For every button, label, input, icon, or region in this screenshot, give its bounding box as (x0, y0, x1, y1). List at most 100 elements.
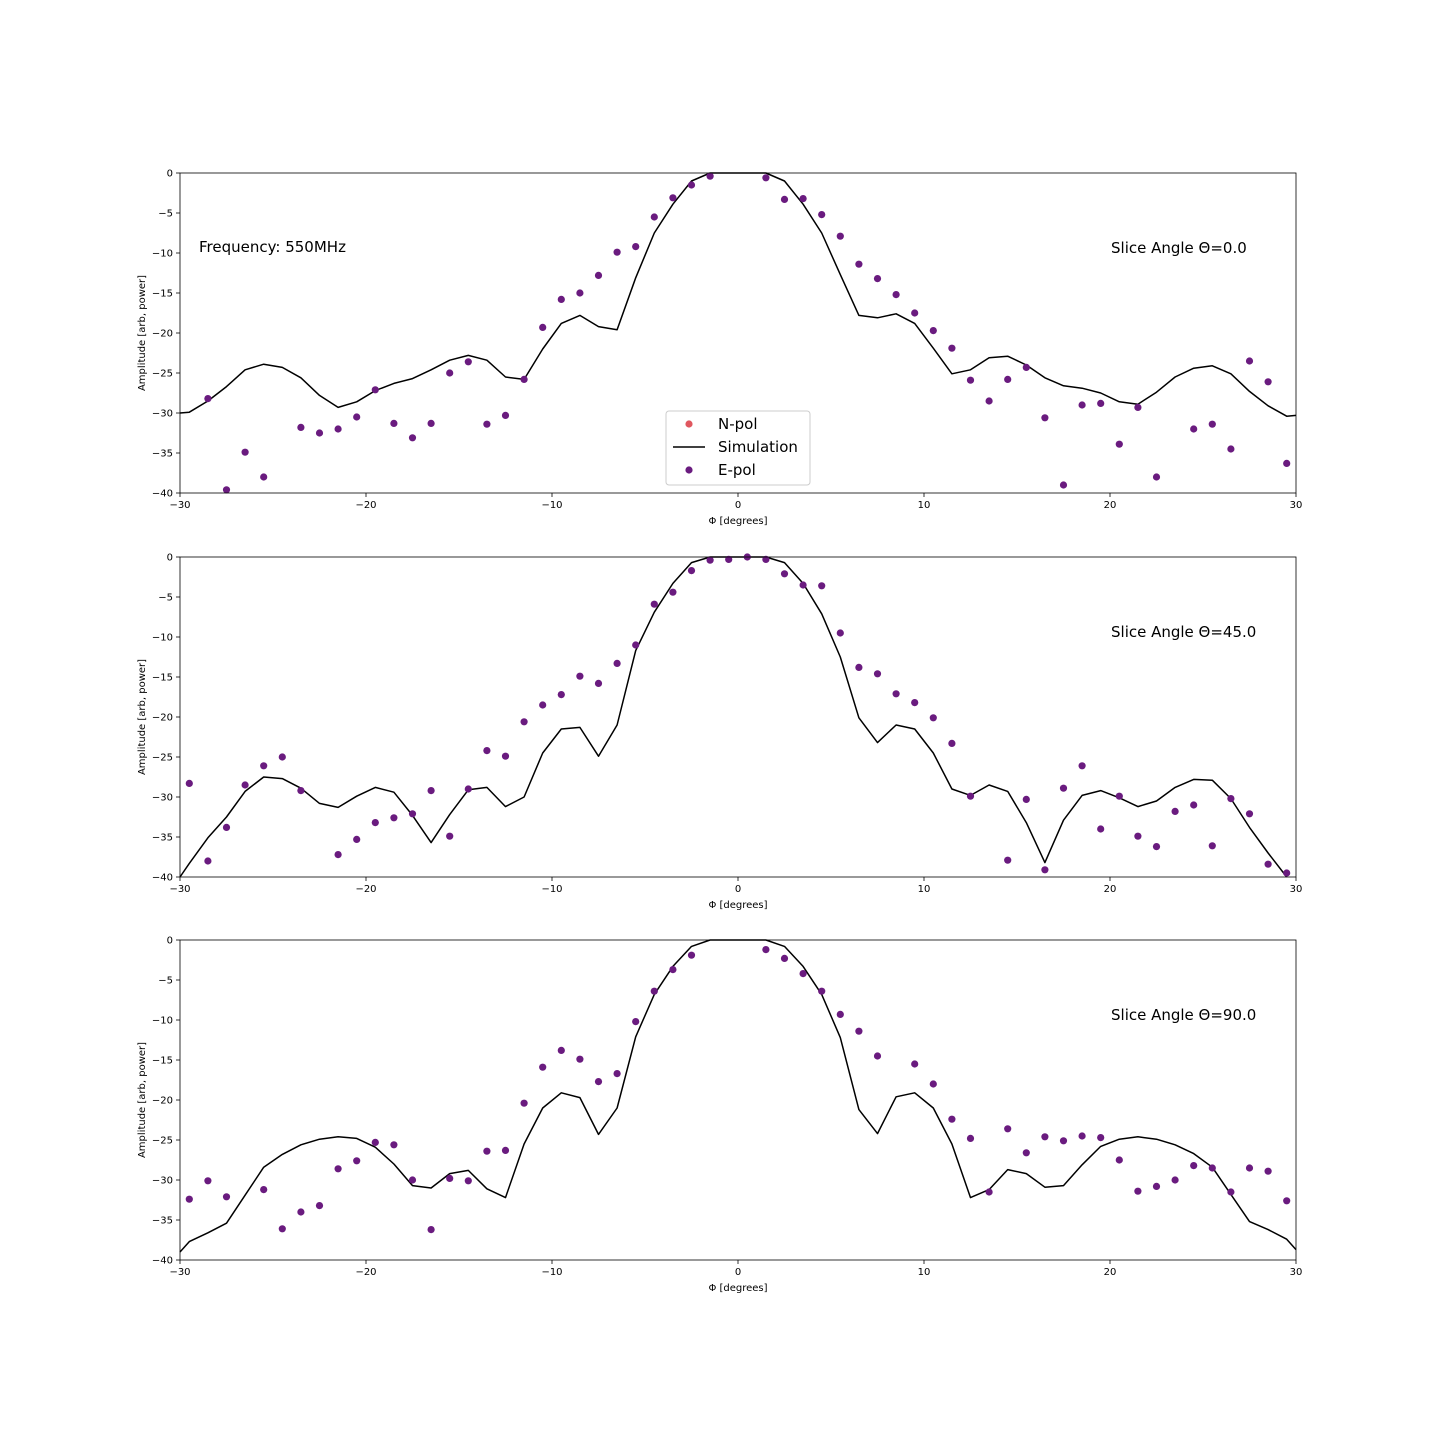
epol-point (557, 691, 565, 699)
epol-point (427, 419, 435, 427)
epol-point (334, 851, 342, 859)
epol-point (185, 1195, 193, 1203)
epol-point (706, 556, 714, 564)
legend-label: Simulation (718, 438, 798, 456)
epol-point (315, 1202, 324, 1210)
panels: −30 −20 −10 0 10 20 30 0 −5 −10 −15 −20 −25 −30 −35 −40… (137, 169, 1302, 1295)
y-tick-label: −35 (152, 1216, 173, 1227)
epol-point (222, 823, 231, 832)
y-tick-label: −35 (152, 449, 173, 460)
epol-point (1171, 1176, 1179, 1184)
frequency-annotation: Frequency: 550MHz (199, 238, 346, 256)
epol-point (204, 857, 212, 865)
legend-box (665, 410, 811, 486)
epol-point (297, 787, 305, 795)
chart-panel-2: −30 −20 −10 0 10 20 30 0 −5 −10 −15 −20 −25 −30 −35 −40… (137, 553, 1302, 912)
epol-point (1041, 1133, 1049, 1141)
x-tick-label: −20 (355, 500, 376, 511)
x-tick-label: −10 (541, 500, 562, 511)
epol-point (185, 779, 193, 788)
epol-point (687, 181, 696, 189)
epol-point (576, 289, 584, 297)
epol-point (427, 787, 435, 795)
epol-point (539, 323, 547, 331)
epol-point (818, 211, 826, 219)
x-tick-label: −20 (355, 884, 376, 895)
epol-point (911, 309, 919, 317)
epol-point (929, 327, 937, 335)
y-tick-label: −10 (152, 1016, 173, 1027)
epol-point (1227, 795, 1235, 803)
chart-panel-1: −30 −20 −10 0 10 20 30 0 −5 −10 −15 −20 −25 −30 −35 −40… (137, 169, 1302, 528)
y-tick-label: −30 (152, 793, 173, 804)
epol-point (799, 581, 807, 589)
epol-point (1059, 784, 1068, 792)
slice-angle-annotation: Slice Angle Θ=0.0 (1111, 239, 1247, 257)
x-tick-label: −30 (169, 1267, 190, 1278)
y-tick-label: −5 (158, 209, 173, 220)
epol-point (501, 411, 510, 419)
y-tick-label: −40 (152, 873, 173, 884)
epol-point (1190, 1162, 1198, 1170)
epol-point (539, 1063, 547, 1071)
epol-point (873, 670, 882, 678)
x-tick-label: 10 (918, 500, 931, 511)
y-tick-label: −20 (152, 713, 173, 724)
epol-point (222, 1193, 231, 1201)
epol-point (706, 172, 714, 180)
epol-point (446, 369, 454, 377)
epol-point (315, 429, 324, 437)
epol-point (483, 747, 491, 755)
epol-point (873, 275, 882, 283)
y-tick-label: −25 (152, 1136, 173, 1147)
x-tick-label: 10 (918, 1267, 931, 1278)
epol-point (241, 448, 249, 456)
y-tick-label: −20 (152, 1096, 173, 1107)
legend: N-pol Simulation E-pol (665, 410, 811, 486)
epol-point (985, 1188, 993, 1196)
epol-point (911, 1060, 919, 1068)
epol-point (911, 699, 919, 707)
epol-point (1059, 481, 1068, 489)
epol-point (650, 987, 658, 995)
epol-point (687, 567, 696, 575)
x-tick-label: 20 (1104, 884, 1117, 895)
x-axis-label: Φ [degrees] (708, 900, 767, 911)
epol-point (1041, 414, 1049, 422)
y-tick-label: −10 (152, 633, 173, 644)
epol-point (483, 420, 491, 428)
y-tick-label: −5 (158, 593, 173, 604)
epol-point (1227, 445, 1235, 453)
epol-point (390, 814, 398, 822)
epol-point (260, 1186, 268, 1194)
epol-point (780, 954, 789, 963)
x-axis-label: Φ [degrees] (708, 1283, 767, 1294)
epol-point (297, 423, 305, 431)
epol-point (632, 243, 640, 251)
epol-point (1022, 1149, 1030, 1157)
legend-label: E-pol (718, 461, 756, 479)
y-tick-label: −15 (152, 673, 173, 684)
epol-point (520, 718, 528, 726)
epol-point (762, 946, 770, 954)
epol-point (1078, 401, 1086, 409)
epol-point (1097, 1134, 1105, 1142)
x-tick-label: 30 (1290, 1267, 1303, 1278)
epol-point (669, 194, 677, 202)
y-tick-label: −25 (152, 369, 173, 380)
epol-point (929, 1080, 937, 1088)
epol-point (948, 344, 956, 352)
epol-point (520, 375, 528, 383)
epol-point (613, 1070, 621, 1078)
epol-point (966, 376, 975, 384)
epol-point (762, 555, 770, 564)
epol-point (948, 1115, 956, 1123)
epol-point (557, 295, 565, 303)
slice-angle-annotation: Slice Angle Θ=90.0 (1111, 1006, 1256, 1024)
epol-point (818, 987, 826, 995)
epol-point (1245, 357, 1254, 365)
epol-point (1004, 856, 1012, 864)
epol-point (873, 1052, 882, 1060)
epol-point (1208, 420, 1216, 428)
